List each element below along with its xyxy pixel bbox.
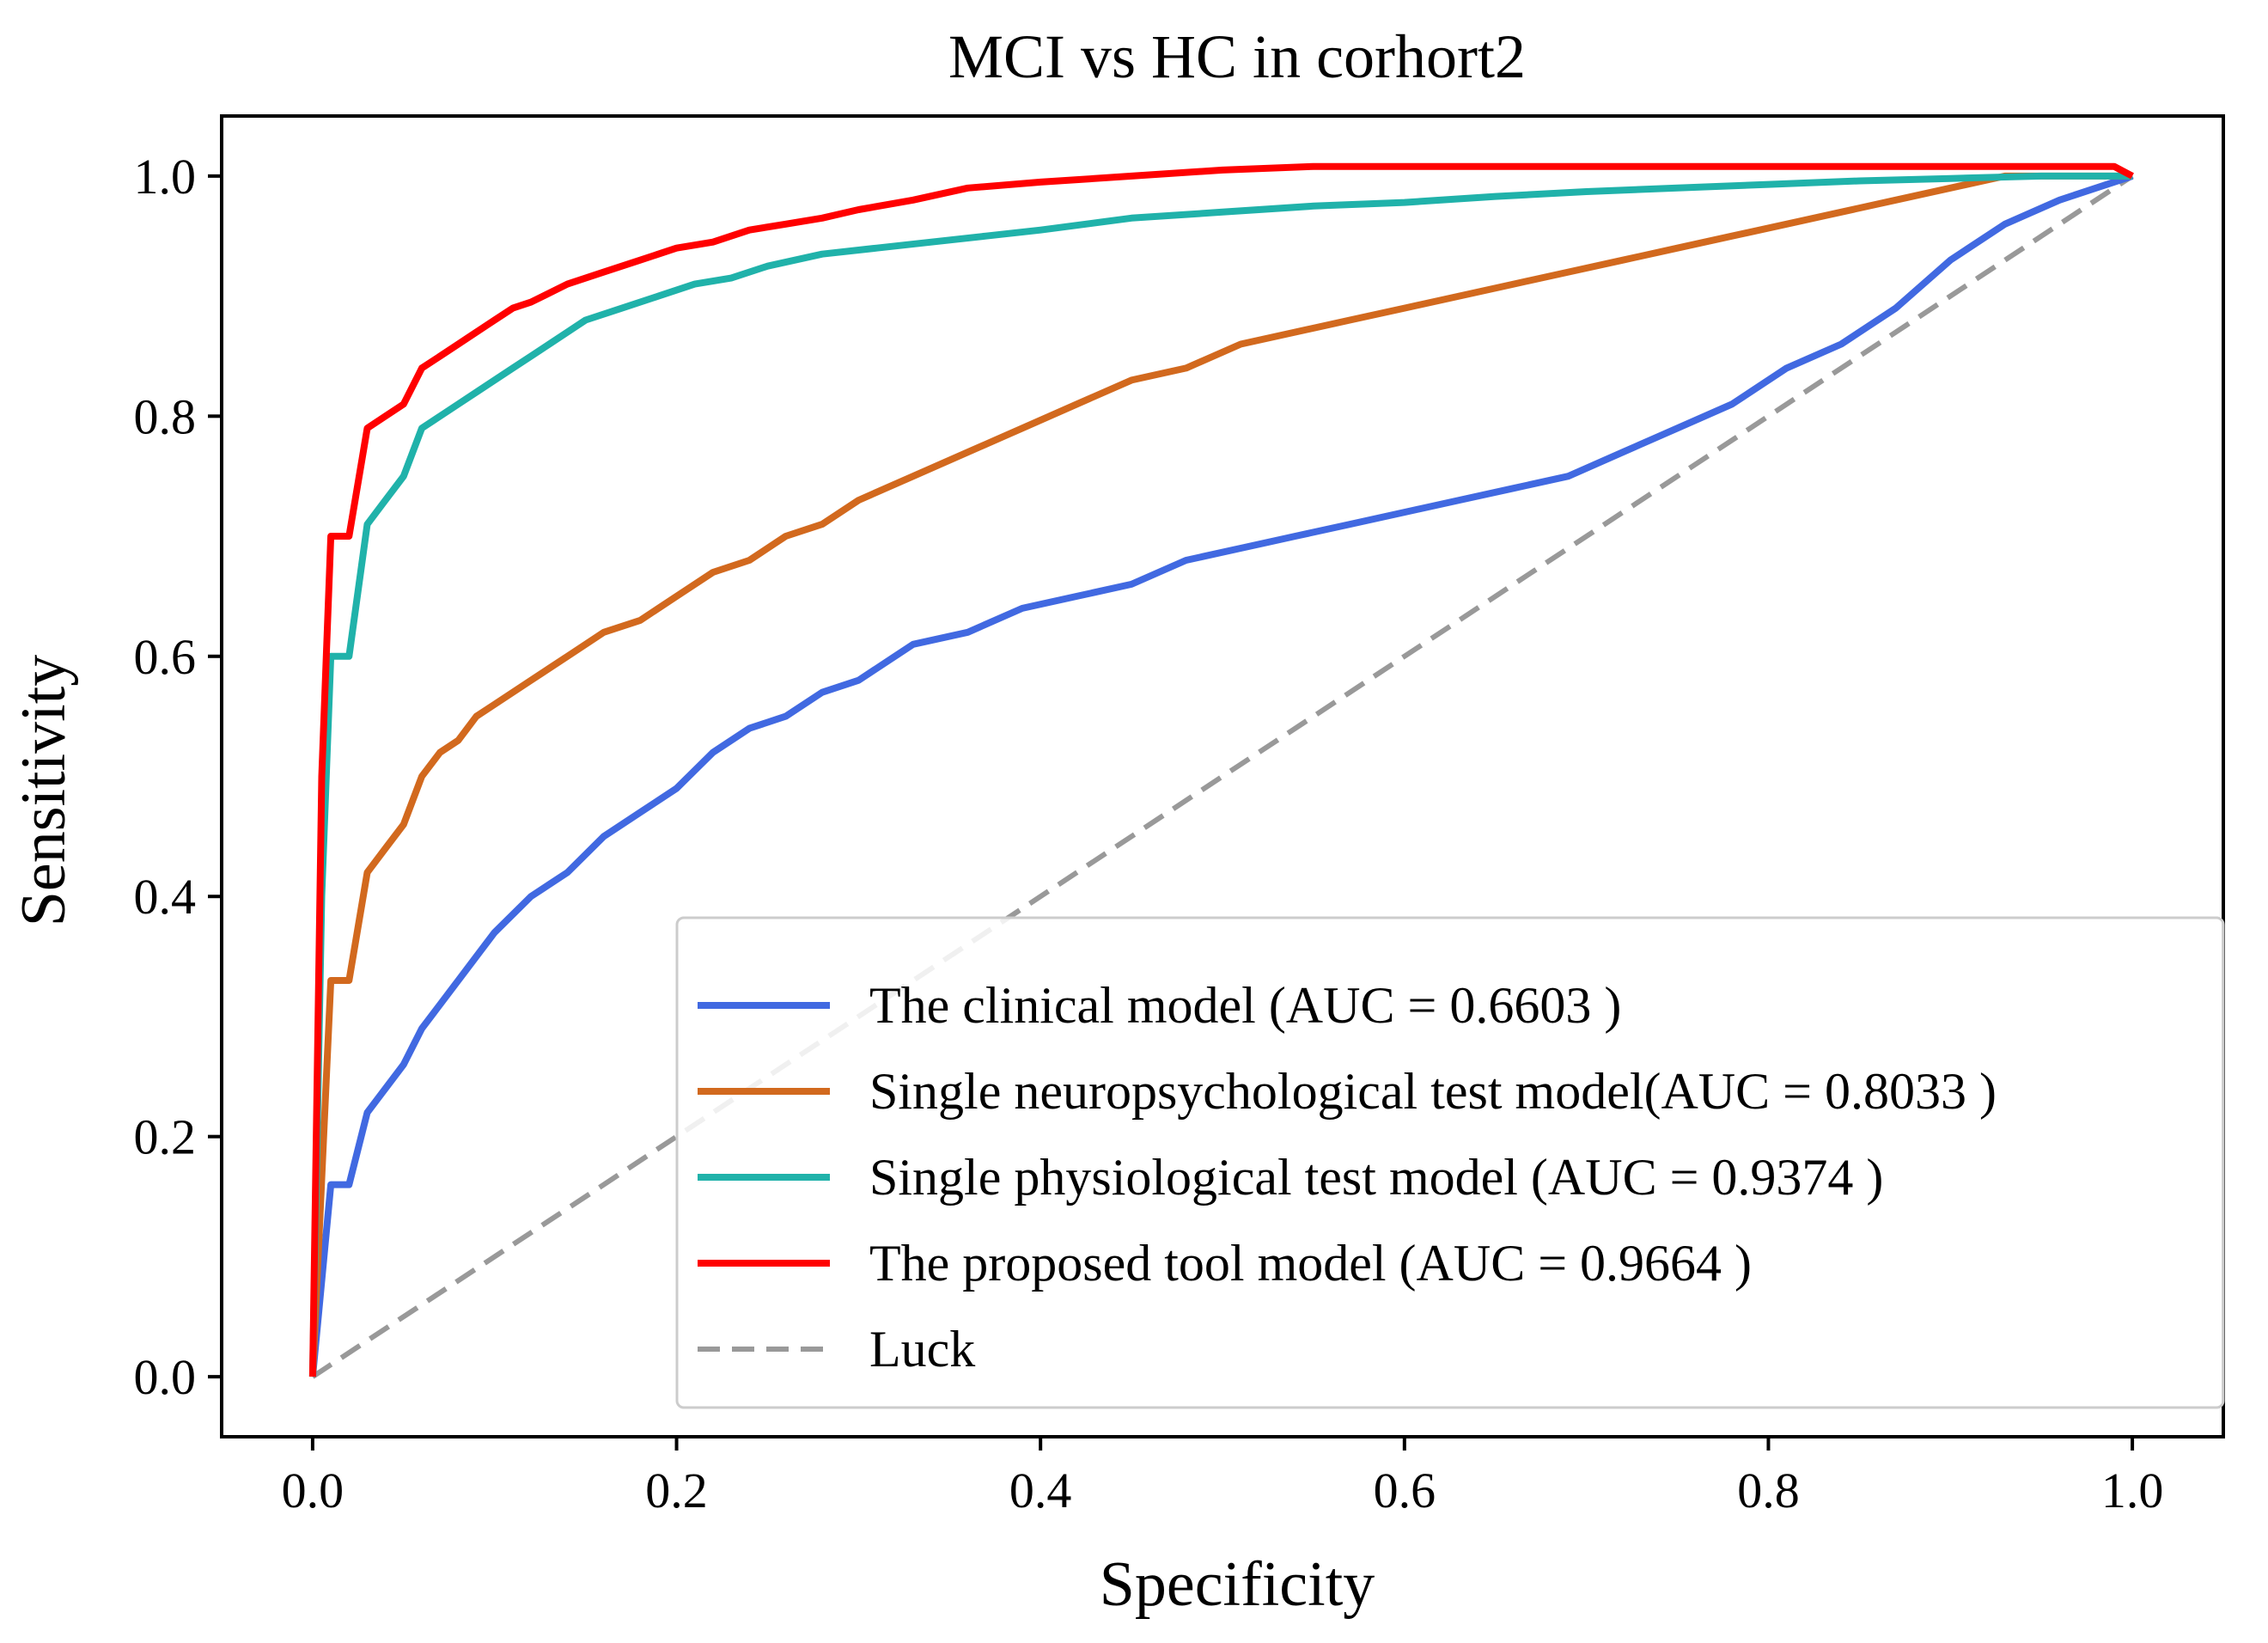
plot-frame [220,114,2225,1438]
plot-lines [308,162,2134,1379]
legend-box [675,916,2225,1409]
legend: The clinical model (AUC = 0.6603 ) Single… [675,916,2225,1409]
y-tick-label: 0.8 [134,388,197,444]
y-axis-ticks: 0.0 0.2 0.4 0.6 0.8 1.0 [134,149,222,1405]
y-tick-label: 1.0 [134,149,197,205]
x-tick-label: 0.2 [645,1463,708,1518]
x-axis-ticks: 0.0 0.2 0.4 0.6 0.8 1.0 [282,1437,2164,1518]
y-tick-label: 0.2 [134,1109,197,1165]
x-tick-label: 0.0 [282,1463,344,1518]
y-tick-label: 0.4 [134,869,197,925]
series-line-4 [311,174,2134,1379]
series-line-1 [308,172,2133,1377]
x-tick-label: 0.4 [1009,1463,1072,1518]
x-tick-label: 0.8 [1737,1463,1800,1518]
legend-label: Single physiological test model (AUC = 0… [869,1149,1883,1206]
y-axis-label: Sensitivity [9,655,79,927]
y-tick-label: 0.0 [134,1349,197,1405]
series-line-0 [308,173,2134,1377]
legend-label: The clinical model (AUC = 0.6603 ) [869,977,1621,1034]
series-line-3 [308,162,2134,1377]
x-tick-label: 0.6 [1374,1463,1436,1518]
y-tick-label: 0.6 [134,629,197,685]
x-axis-label: Specificity [1100,1549,1375,1620]
x-tick-label: 1.0 [2101,1463,2164,1518]
series-line-2 [308,172,2133,1377]
legend-label: Luck [869,1321,975,1377]
legend-label: Single neuropsychological test model(AUC… [869,1063,1997,1120]
legend-label: The proposed tool model (AUC = 0.9664 ) [869,1235,1752,1292]
chart-title: MCI vs HC in corhort2 [948,22,1526,91]
